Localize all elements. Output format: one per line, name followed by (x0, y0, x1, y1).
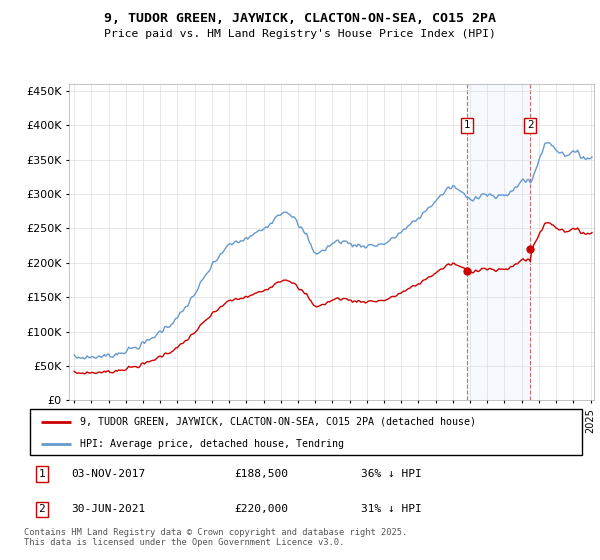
Text: HPI: Average price, detached house, Tendring: HPI: Average price, detached house, Tend… (80, 438, 344, 449)
Text: 2: 2 (527, 120, 533, 130)
Text: 31% ↓ HPI: 31% ↓ HPI (361, 505, 422, 515)
Text: 1: 1 (38, 469, 45, 479)
Text: Price paid vs. HM Land Registry's House Price Index (HPI): Price paid vs. HM Land Registry's House … (104, 29, 496, 39)
Text: 03-NOV-2017: 03-NOV-2017 (71, 469, 146, 479)
Text: 36% ↓ HPI: 36% ↓ HPI (361, 469, 422, 479)
Text: 30-JUN-2021: 30-JUN-2021 (71, 505, 146, 515)
Text: £188,500: £188,500 (234, 469, 288, 479)
Text: Contains HM Land Registry data © Crown copyright and database right 2025.
This d: Contains HM Land Registry data © Crown c… (24, 528, 407, 547)
Text: 2: 2 (38, 505, 45, 515)
Text: £220,000: £220,000 (234, 505, 288, 515)
FancyBboxPatch shape (30, 409, 582, 455)
Text: 9, TUDOR GREEN, JAYWICK, CLACTON-ON-SEA, CO15 2PA (detached house): 9, TUDOR GREEN, JAYWICK, CLACTON-ON-SEA,… (80, 417, 476, 427)
Text: 1: 1 (464, 120, 470, 130)
Bar (467, 84, 530, 400)
Text: 9, TUDOR GREEN, JAYWICK, CLACTON-ON-SEA, CO15 2PA: 9, TUDOR GREEN, JAYWICK, CLACTON-ON-SEA,… (104, 12, 496, 25)
